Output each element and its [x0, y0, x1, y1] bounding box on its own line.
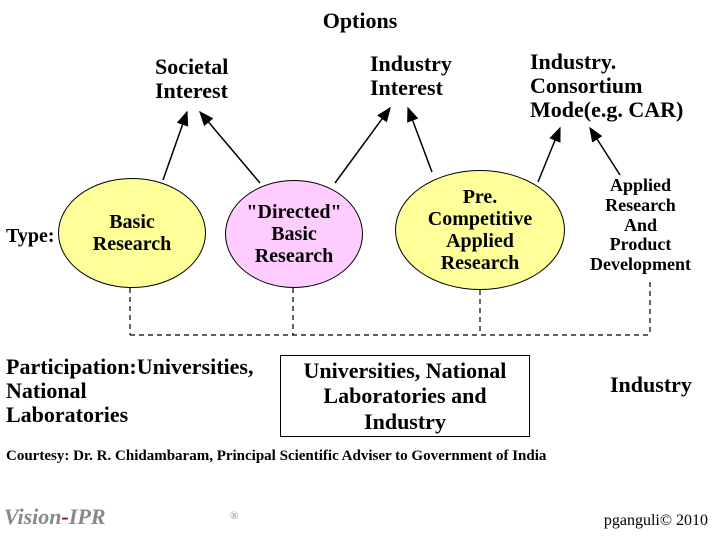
participation-word: Participation: — [6, 354, 137, 379]
logo-part-b: IPR — [69, 504, 106, 529]
ellipse-basic-research: BasicResearch — [58, 178, 206, 288]
header-societal: SocietalInterest — [155, 55, 228, 103]
copyright-text: pganguli© 2010 — [604, 512, 708, 530]
participation-col2-box: Universities, NationalLaboratories andIn… — [280, 355, 530, 437]
registered-icon: ® — [230, 510, 238, 522]
logo-part-a: Vision — [4, 504, 61, 529]
courtesy-text: Courtesy: Dr. R. Chidambaram, Principal … — [6, 448, 546, 465]
ellipse-precompetitive: Pre.CompetitiveAppliedResearch — [395, 170, 565, 290]
header-industry-consortium: Industry.ConsortiumMode(e.g. CAR) — [530, 50, 683, 123]
applied-research-text: AppliedResearchAndProductDevelopment — [590, 176, 691, 275]
type-label: Type: — [6, 225, 55, 248]
header-industry-interest: IndustryInterest — [370, 52, 452, 100]
page-title: Options — [0, 8, 720, 34]
ellipse-directed-basic: "Directed"BasicResearch — [225, 180, 363, 288]
participation-label: Participation:Universities,NationalLabor… — [6, 355, 253, 428]
participation-col3: Industry — [610, 372, 692, 398]
logo: Vision-IPR — [4, 504, 106, 530]
logo-dash: - — [61, 504, 68, 529]
